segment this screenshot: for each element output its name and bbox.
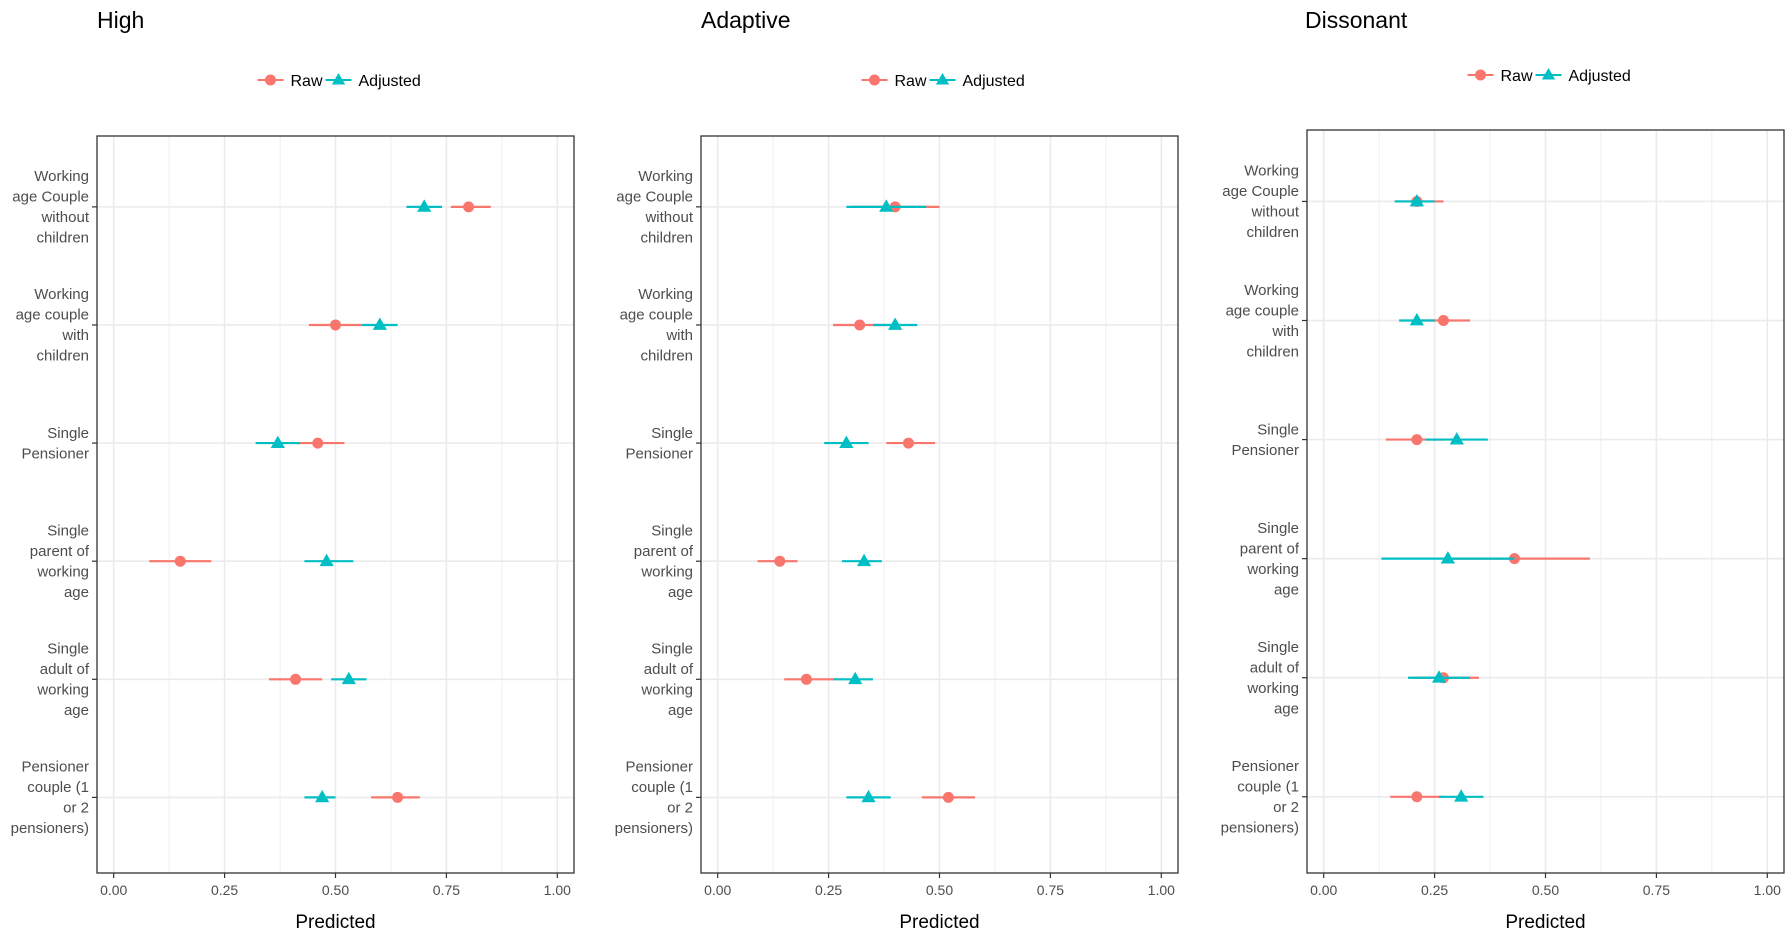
category-label: Single Pensioner [625,425,693,463]
legend: Raw Adjusted [1467,68,1631,85]
adjusted-point [1454,789,1469,802]
legend-label-adjusted: Adjusted [1569,68,1631,85]
raw-point [174,555,186,567]
panel-title: Dissonant [1305,7,1408,33]
adjusted-point [879,199,894,212]
x-tick-label: 1.00 [1754,882,1781,898]
panel-high: High Raw Adjusted Working age Couple without c… [11,7,575,933]
adjusted-point [848,671,863,685]
legend: Raw Adjusted [257,73,421,90]
category-label: Pensioner couple (1 or 2 pensioners) [11,759,89,838]
x-tick-label: 0.25 [815,882,842,898]
legend-marker-raw [1475,69,1486,81]
x-tick-label: 0.25 [1421,882,1448,898]
x-tick-label: 0.75 [1643,882,1670,898]
x-tick-label: 0.00 [100,882,127,898]
raw-point [330,319,341,331]
panel-adaptive: Adaptive Raw Adjusted Working age Couple with… [615,7,1179,933]
adjusted-point [839,435,854,448]
raw-point [392,791,404,803]
x-tick-label: 0.00 [704,882,731,898]
category-label: Single Pensioner [21,425,89,463]
adjusted-point [417,199,432,212]
raw-point [854,319,866,331]
adjusted-point [270,435,285,448]
category-label: Working age couple with children [1226,282,1299,361]
x-tick-label: 0.00 [1310,882,1337,898]
legend-label-raw: Raw [291,73,323,90]
adjusted-point [1440,551,1456,564]
legend-label-adjusted: Adjusted [963,73,1025,90]
panel-dissonant: Dissonant Raw Adjusted Working age Couple wit… [1221,7,1785,933]
raw-point [290,673,302,685]
adjusted-point [1409,313,1424,326]
x-axis-title: Predicted [1505,912,1585,933]
raw-point [1437,315,1449,327]
category-label: Single parent of working age [1240,520,1300,599]
panel-title: High [97,7,144,33]
legend-marker-adjusted [1541,68,1556,80]
raw-point [774,555,786,567]
category-label: Pensioner couple (1 or 2 pensioners) [615,759,693,838]
x-tick-label: 0.25 [211,882,238,898]
legend-marker-adjusted [935,73,950,85]
adjusted-point [319,553,334,567]
raw-point [942,791,954,803]
x-tick-label: 0.50 [322,882,349,898]
x-axis-title: Predicted [899,912,979,933]
legend: Raw Adjusted [861,73,1025,90]
legend-marker-adjusted [331,73,346,85]
adjusted-point [861,789,876,803]
raw-point [312,437,324,449]
panel-title: Adaptive [701,7,791,33]
category-label: Working age couple with children [16,286,89,365]
raw-point [1411,791,1423,803]
legend-marker-raw [265,74,276,86]
category-label: Working age Couple without children [12,168,90,247]
adjusted-point [1409,193,1424,207]
raw-point [463,201,475,213]
x-tick-label: 1.00 [544,882,571,898]
x-tick-label: 1.00 [1148,882,1175,898]
category-label: Single parent of working age [634,522,694,601]
raw-point [800,673,812,685]
category-label: Working age Couple without children [1222,163,1300,242]
raw-point [1411,434,1423,446]
adjusted-point [315,789,330,803]
x-tick-label: 0.50 [926,882,953,898]
adjusted-point [1449,432,1464,445]
x-tick-label: 0.75 [433,882,460,898]
adjusted-point [888,317,903,330]
category-label: Single parent of working age [30,522,90,601]
category-label: Single adult of working age [36,641,90,720]
adjusted-point [341,671,356,685]
legend-marker-raw [869,74,880,86]
legend-label-raw: Raw [895,73,927,90]
category-label: Single adult of working age [1246,639,1300,718]
x-tick-label: 0.75 [1037,882,1064,898]
adjusted-point [856,553,872,567]
category-label: Working age couple with children [620,286,693,365]
x-axis-title: Predicted [295,912,375,933]
category-label: Single Pensioner [1231,421,1299,459]
legend-label-adjusted: Adjusted [359,73,421,90]
x-tick-label: 0.50 [1532,882,1559,898]
category-label: Pensioner couple (1 or 2 pensioners) [1221,758,1299,837]
legend-label-raw: Raw [1501,68,1533,85]
adjusted-point [1431,670,1447,683]
category-label: Single adult of working age [640,641,694,720]
raw-point [902,437,914,449]
adjusted-point [372,317,387,330]
category-label: Working age Couple without children [616,168,694,247]
